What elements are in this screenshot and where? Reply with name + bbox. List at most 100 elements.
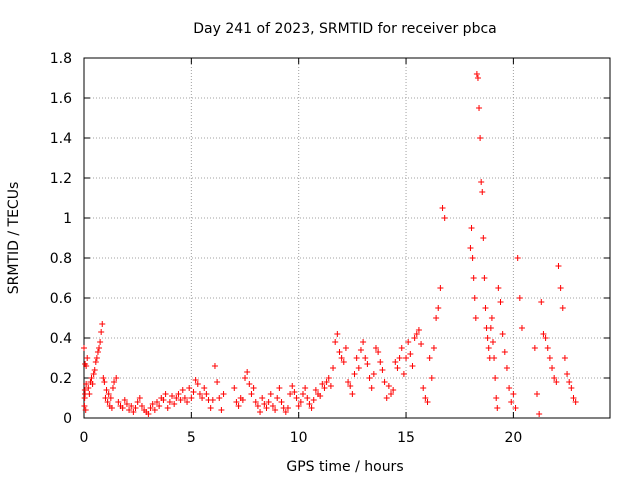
data-point xyxy=(368,385,375,391)
data-point xyxy=(312,387,319,393)
data-point xyxy=(474,75,481,81)
data-point xyxy=(353,355,360,361)
data-point xyxy=(164,405,171,411)
data-point xyxy=(239,397,246,403)
data-point xyxy=(330,365,337,371)
data-point xyxy=(492,375,499,381)
data-point xyxy=(323,379,330,385)
data-point xyxy=(235,403,242,409)
data-point xyxy=(495,285,502,291)
data-point xyxy=(83,381,90,387)
data-point xyxy=(518,325,525,331)
data-point xyxy=(559,305,566,311)
data-point xyxy=(553,379,560,385)
data-point xyxy=(91,367,98,373)
data-point xyxy=(102,395,109,401)
data-point xyxy=(388,391,395,397)
data-point xyxy=(173,395,180,401)
data-point xyxy=(435,305,442,311)
data-point xyxy=(274,395,281,401)
data-point xyxy=(351,371,358,377)
data-point xyxy=(267,391,274,397)
data-point xyxy=(293,395,300,401)
data-point xyxy=(469,255,476,261)
data-point xyxy=(390,387,397,393)
data-point xyxy=(375,349,382,355)
data-point xyxy=(214,379,221,385)
data-point xyxy=(252,399,259,405)
data-point xyxy=(372,345,379,351)
data-point xyxy=(499,331,506,337)
data-point xyxy=(115,399,122,405)
data-point xyxy=(332,339,339,345)
data-point xyxy=(308,405,315,411)
data-point xyxy=(289,383,296,389)
data-point xyxy=(364,361,371,367)
data-point xyxy=(484,335,491,341)
data-point xyxy=(400,371,407,377)
data-point xyxy=(209,397,216,403)
data-point xyxy=(88,375,95,381)
data-point xyxy=(471,295,478,301)
data-point xyxy=(415,327,422,333)
data-point xyxy=(82,407,89,413)
data-point xyxy=(422,395,429,401)
data-point xyxy=(257,409,264,415)
data-point xyxy=(472,315,479,321)
data-point xyxy=(476,105,483,111)
data-point xyxy=(340,359,347,365)
data-point xyxy=(138,403,145,409)
data-point xyxy=(385,383,392,389)
data-point xyxy=(377,359,384,365)
data-point xyxy=(557,285,564,291)
data-point xyxy=(282,409,289,415)
data-point xyxy=(190,389,197,395)
data-point xyxy=(261,401,268,407)
data-point xyxy=(132,405,139,411)
y-tick-labels: 0 0.2 0.4 0.6 0.8 1 1.2 1.4 1.6 1.8 xyxy=(50,51,72,427)
data-point xyxy=(561,355,568,361)
data-point xyxy=(184,399,191,405)
data-point xyxy=(360,339,367,345)
data-point xyxy=(276,385,283,391)
data-point xyxy=(244,369,251,375)
data-point xyxy=(302,385,309,391)
data-point xyxy=(534,391,541,397)
axis-ticks xyxy=(83,57,610,419)
data-point xyxy=(508,399,515,405)
data-point xyxy=(177,397,184,403)
data-point xyxy=(111,379,118,385)
data-point xyxy=(501,349,508,355)
y-tick-label: 0.2 xyxy=(50,371,72,387)
data-point xyxy=(149,401,156,407)
data-point xyxy=(546,355,553,361)
data-point xyxy=(497,299,504,305)
data-point xyxy=(269,403,276,409)
data-point xyxy=(97,339,104,345)
data-point xyxy=(317,393,324,399)
data-point xyxy=(113,375,120,381)
data-point xyxy=(479,189,486,195)
data-point xyxy=(272,407,279,413)
data-point xyxy=(211,363,218,369)
data-point xyxy=(319,381,326,387)
data-point xyxy=(488,315,495,321)
data-point xyxy=(109,385,116,391)
y-tick-label: 0 xyxy=(63,411,72,427)
data-point xyxy=(259,395,266,401)
x-tick-label: 5 xyxy=(187,430,196,446)
data-point xyxy=(242,375,249,381)
y-tick-label: 1.2 xyxy=(50,171,72,187)
data-point xyxy=(426,355,433,361)
data-point xyxy=(287,391,294,397)
data-point xyxy=(420,385,427,391)
data-point xyxy=(570,395,577,401)
data-point xyxy=(153,399,160,405)
data-point xyxy=(551,375,558,381)
data-point xyxy=(477,135,484,141)
data-point xyxy=(265,399,272,405)
data-point xyxy=(439,205,446,211)
data-point xyxy=(284,405,291,411)
data-point xyxy=(536,411,543,417)
